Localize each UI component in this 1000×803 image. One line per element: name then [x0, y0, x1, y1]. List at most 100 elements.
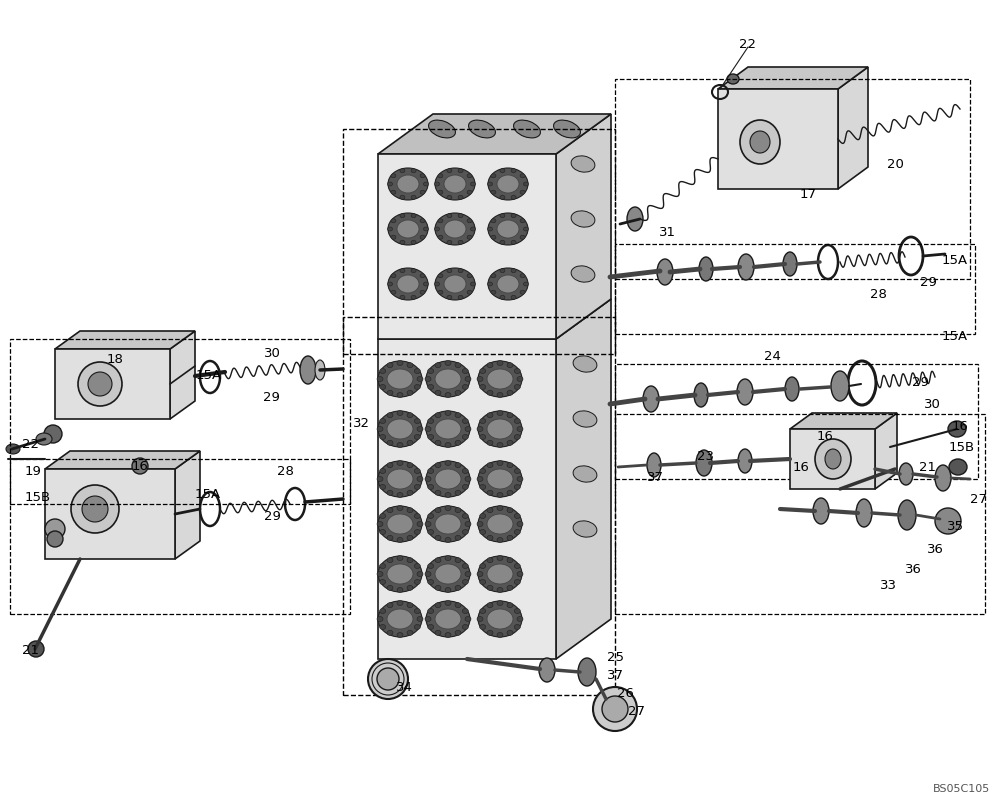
Ellipse shape: [497, 221, 519, 238]
Ellipse shape: [400, 196, 405, 200]
Ellipse shape: [420, 291, 425, 295]
Ellipse shape: [387, 413, 393, 418]
Ellipse shape: [445, 506, 451, 511]
Ellipse shape: [411, 296, 416, 300]
Text: 15A: 15A: [942, 253, 968, 266]
Ellipse shape: [467, 174, 472, 178]
Text: 24: 24: [764, 350, 781, 363]
Ellipse shape: [462, 419, 468, 424]
Ellipse shape: [435, 609, 461, 630]
Ellipse shape: [497, 461, 503, 466]
Ellipse shape: [435, 491, 441, 495]
Ellipse shape: [378, 507, 422, 542]
Text: 37: 37: [647, 471, 664, 484]
Ellipse shape: [377, 522, 383, 527]
Ellipse shape: [380, 625, 386, 630]
Ellipse shape: [477, 617, 483, 622]
Ellipse shape: [455, 491, 461, 495]
Ellipse shape: [487, 609, 513, 630]
Ellipse shape: [471, 283, 476, 287]
Ellipse shape: [424, 183, 429, 187]
Text: 27: 27: [628, 704, 645, 718]
Ellipse shape: [487, 630, 493, 635]
Ellipse shape: [425, 617, 431, 622]
Ellipse shape: [487, 413, 493, 418]
Polygon shape: [55, 332, 195, 349]
Ellipse shape: [391, 291, 396, 295]
Ellipse shape: [426, 361, 470, 397]
Ellipse shape: [388, 269, 428, 300]
Ellipse shape: [455, 630, 461, 635]
Ellipse shape: [414, 385, 420, 390]
Ellipse shape: [428, 514, 434, 519]
Ellipse shape: [935, 508, 961, 534]
Ellipse shape: [387, 463, 393, 468]
Ellipse shape: [424, 283, 429, 287]
Ellipse shape: [420, 174, 425, 178]
Ellipse shape: [696, 450, 712, 476]
Ellipse shape: [465, 617, 471, 622]
Ellipse shape: [487, 491, 493, 495]
Ellipse shape: [387, 369, 413, 389]
Ellipse shape: [737, 380, 753, 406]
Bar: [615, 365, 978, 479]
Ellipse shape: [497, 176, 519, 194]
Ellipse shape: [45, 520, 65, 540]
Polygon shape: [838, 68, 868, 190]
Ellipse shape: [491, 174, 496, 178]
Ellipse shape: [465, 572, 471, 577]
Ellipse shape: [455, 413, 461, 418]
Ellipse shape: [480, 369, 486, 374]
Ellipse shape: [507, 463, 513, 468]
Bar: [615, 80, 970, 279]
Ellipse shape: [414, 564, 420, 569]
Ellipse shape: [435, 391, 441, 396]
Ellipse shape: [377, 668, 399, 690]
Ellipse shape: [856, 499, 872, 528]
Ellipse shape: [435, 585, 441, 591]
Ellipse shape: [497, 538, 503, 543]
Ellipse shape: [438, 291, 443, 295]
Ellipse shape: [397, 275, 419, 294]
Ellipse shape: [524, 228, 528, 232]
Ellipse shape: [511, 196, 516, 200]
Ellipse shape: [458, 269, 463, 273]
Ellipse shape: [428, 530, 434, 535]
Ellipse shape: [467, 219, 472, 223]
Ellipse shape: [407, 603, 413, 608]
Text: 21: 21: [919, 461, 936, 474]
Ellipse shape: [407, 463, 413, 468]
Ellipse shape: [458, 169, 463, 173]
Ellipse shape: [445, 393, 451, 398]
Ellipse shape: [377, 427, 383, 432]
Ellipse shape: [487, 463, 493, 468]
Text: 21: 21: [22, 644, 39, 657]
Ellipse shape: [458, 241, 463, 245]
Ellipse shape: [387, 609, 413, 630]
Ellipse shape: [315, 361, 325, 381]
Ellipse shape: [425, 427, 431, 432]
Ellipse shape: [478, 411, 522, 447]
Ellipse shape: [554, 121, 580, 139]
Ellipse shape: [411, 269, 416, 273]
Ellipse shape: [414, 609, 420, 613]
Ellipse shape: [520, 236, 525, 240]
Ellipse shape: [507, 630, 513, 635]
Ellipse shape: [445, 538, 451, 543]
Ellipse shape: [397, 443, 403, 448]
Text: 34: 34: [396, 681, 413, 694]
Ellipse shape: [428, 419, 434, 424]
Ellipse shape: [517, 617, 523, 622]
Ellipse shape: [455, 558, 461, 563]
Ellipse shape: [467, 275, 472, 279]
Ellipse shape: [44, 426, 62, 443]
Ellipse shape: [458, 296, 463, 300]
Ellipse shape: [491, 291, 496, 295]
Text: 28: 28: [870, 288, 887, 301]
Ellipse shape: [455, 441, 461, 446]
Ellipse shape: [380, 485, 386, 490]
Ellipse shape: [477, 522, 483, 527]
Ellipse shape: [831, 372, 849, 402]
Ellipse shape: [462, 369, 468, 374]
Ellipse shape: [397, 461, 403, 466]
